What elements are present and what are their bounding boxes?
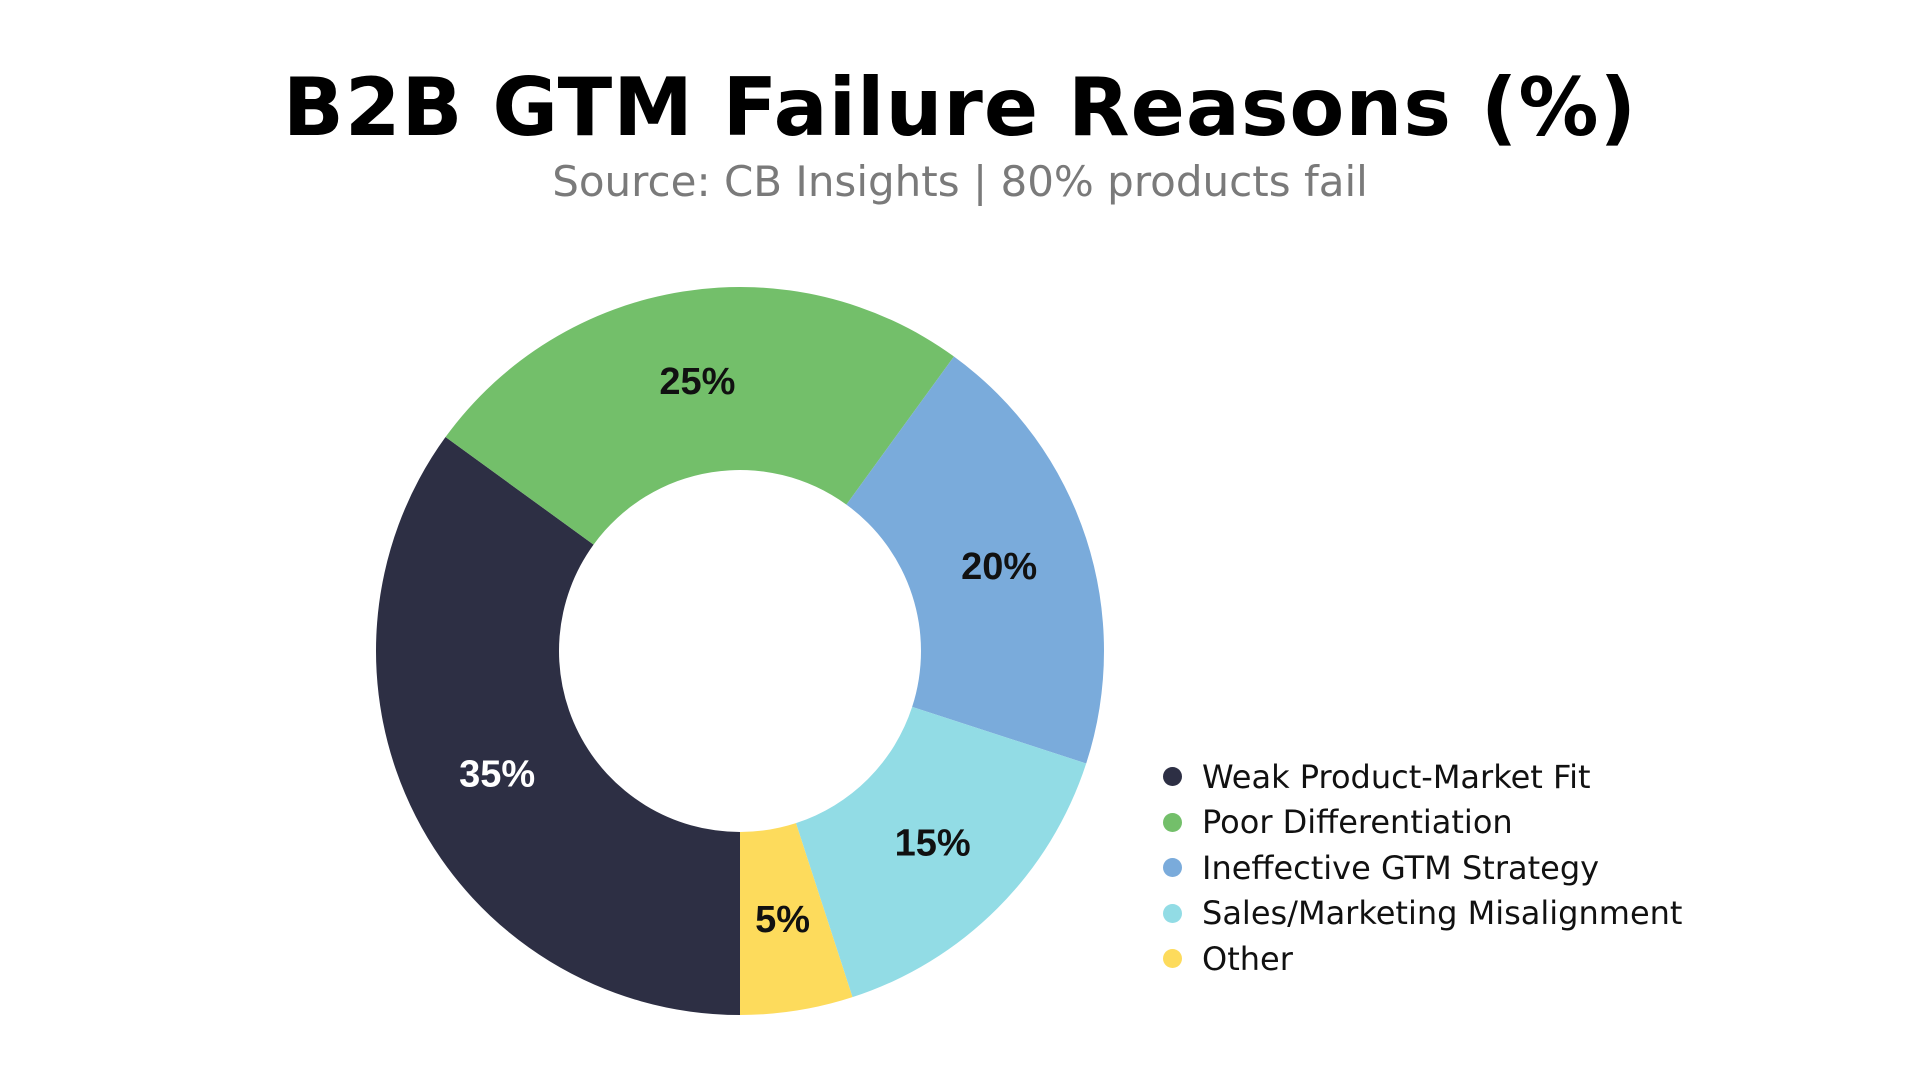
donut-slice — [740, 823, 853, 1015]
legend-label: Weak Product-Market Fit — [1202, 757, 1591, 796]
legend-item: Other — [1163, 936, 1682, 982]
legend-dot-icon — [1163, 903, 1182, 923]
legend-item: Sales/Marketing Misalignment — [1163, 891, 1682, 937]
legend-dot-icon — [1163, 949, 1182, 969]
legend-dot-icon — [1163, 858, 1182, 878]
chart-title: B2B GTM Failure Reasons (%) — [282, 61, 1638, 154]
slice-value-label: 20% — [961, 546, 1037, 588]
donut-slice — [846, 356, 1104, 764]
donut-slice — [376, 437, 740, 1016]
slice-value-label: 5% — [755, 899, 810, 941]
legend-label: Sales/Marketing Misalignment — [1202, 894, 1683, 933]
slice-value-label: 25% — [659, 361, 735, 403]
legend-label: Other — [1202, 939, 1293, 978]
legend-label: Poor Differentiation — [1202, 803, 1513, 842]
slice-value-label: 15% — [895, 823, 971, 865]
chart-legend: Weak Product-Market Fit Poor Differentia… — [1163, 754, 1682, 982]
donut-slice — [445, 287, 954, 545]
legend-label: Ineffective GTM Strategy — [1202, 848, 1600, 887]
donut-slice — [795, 706, 1087, 998]
slice-value-label: 35% — [459, 754, 535, 796]
legend-dot-icon — [1163, 767, 1182, 787]
legend-item: Ineffective GTM Strategy — [1163, 845, 1682, 891]
legend-item: Weak Product-Market Fit — [1163, 754, 1682, 800]
legend-item: Poor Differentiation — [1163, 800, 1682, 846]
legend-dot-icon — [1163, 812, 1182, 832]
chart-subtitle: Source: CB Insights | 80% products fail — [552, 157, 1368, 206]
